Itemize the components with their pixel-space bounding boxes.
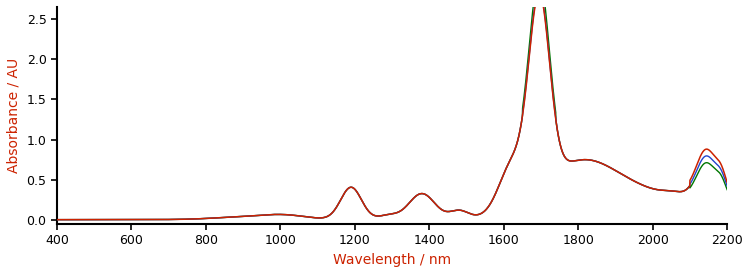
Y-axis label: Absorbance / AU: Absorbance / AU (7, 58, 21, 173)
X-axis label: Wavelength / nm: Wavelength / nm (333, 253, 451, 267)
